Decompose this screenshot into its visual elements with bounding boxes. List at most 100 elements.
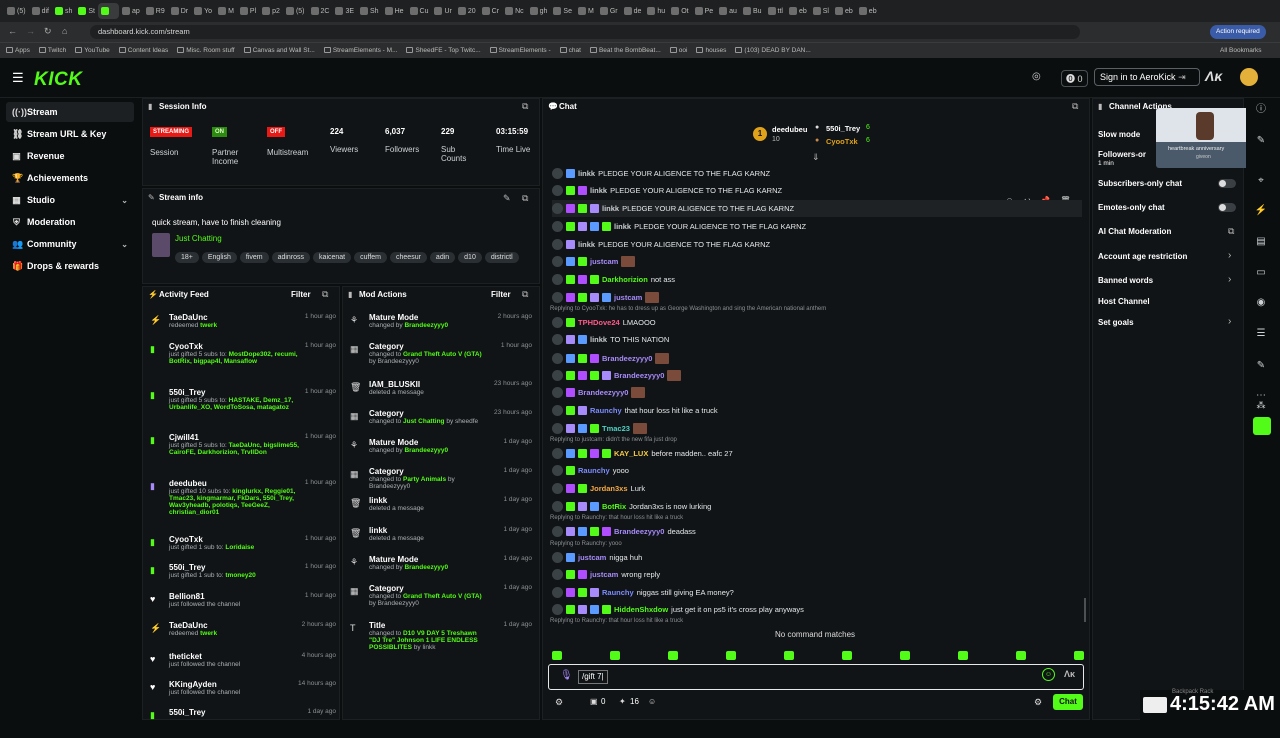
bookmark-item[interactable]: SheedFE - Top Twitc... (406, 47, 481, 54)
chevron-down-icon[interactable]: ⌄ (121, 195, 128, 205)
popout-icon[interactable]: ⧉ (522, 289, 529, 299)
url-field[interactable]: dashboard.kick.com/stream (90, 25, 1080, 39)
emote-icon[interactable] (552, 651, 562, 660)
expand-icon[interactable]: ⇓ (812, 152, 820, 162)
emote-icon[interactable] (726, 651, 736, 660)
stream-tag[interactable]: English (201, 252, 237, 263)
emote-icon[interactable] (668, 651, 678, 660)
chat-message[interactable]: Raunchy niggas still giving EA money? (552, 584, 1082, 601)
chat-username[interactable]: linkk (614, 222, 632, 231)
browser-tab[interactable] (98, 3, 119, 19)
browser-tab[interactable]: Gr (597, 3, 621, 19)
chat-message[interactable]: Brandeezyyy0 (552, 350, 1082, 367)
chat-username[interactable]: Raunchy (590, 406, 622, 415)
popout-icon[interactable]: ⧉ (322, 289, 329, 299)
browser-tab[interactable]: Pe (692, 3, 717, 19)
chat-username[interactable]: Brandeezyyy0 (614, 371, 665, 380)
chat-message[interactable]: Tmac23 (552, 420, 1082, 437)
external-link-icon[interactable]: ⧉ (1228, 226, 1235, 236)
sidebar-item-drops-rewards[interactable]: 🎁 Drops & rewards (6, 256, 134, 276)
wrench-icon[interactable]: ✎ (1256, 360, 1266, 371)
browser-tab[interactable]: He (382, 3, 407, 19)
all-bookmarks[interactable]: All Bookmarks (1220, 47, 1262, 54)
sign-in-button[interactable]: Sign in to AeroKick ⇥ (1094, 68, 1200, 86)
emote-icon[interactable] (958, 651, 968, 660)
activity-username[interactable]: Cjwill41 (169, 433, 199, 442)
chat-message[interactable]: linkk PLEDGE YOUR ALIGENCE TO THE FLAG KA… (552, 182, 1082, 199)
sidebar-item-stream[interactable]: ((·)) Stream (6, 102, 134, 122)
sidebar-item-community[interactable]: 👥 Community ⌄ (6, 234, 134, 254)
browser-tab[interactable]: sh (52, 3, 75, 19)
stream-tag[interactable]: adinross (271, 252, 311, 263)
share-icon[interactable]: ⋯ (1256, 390, 1266, 401)
chat-message[interactable]: linkk PLEDGE YOUR ALIGENCE TO THE FLAG KA… (552, 165, 1082, 182)
settings-gear-icon[interactable]: ⚙ (555, 697, 564, 707)
emote-icon[interactable] (842, 651, 852, 660)
mod-filter-button[interactable]: Filter (491, 290, 511, 299)
bookmark-item[interactable]: ooi (669, 47, 687, 54)
chat-username[interactable]: linkk (578, 169, 596, 178)
category-name[interactable]: Just Chatting (175, 234, 222, 243)
reload-icon[interactable]: ↻ (44, 26, 52, 36)
chat-message[interactable]: Brandeezyyy0 deadass (552, 523, 1082, 540)
browser-tab[interactable]: Sl (810, 3, 832, 19)
chat-username[interactable]: Raunchy (578, 466, 610, 475)
microphone-icon[interactable]: 🎙 (560, 670, 573, 681)
stream-tag[interactable]: fivem (239, 252, 269, 263)
stream-tag[interactable]: cheesur (390, 252, 427, 263)
stream-tag[interactable]: kaicenat (313, 252, 352, 263)
gifter3-name[interactable]: CyooTxk (826, 137, 858, 146)
popout-icon[interactable]: ⧉ (522, 101, 529, 111)
browser-tab[interactable]: Dr (168, 3, 191, 19)
browser-tab[interactable]: 2C (308, 3, 333, 19)
browser-tab[interactable]: 20 (455, 3, 479, 19)
chat-message[interactable]: KAY_LUX before madden.. eafc 27 (552, 445, 1082, 462)
browser-tab[interactable]: gh (527, 3, 551, 19)
browser-tab[interactable]: p2 (259, 3, 283, 19)
chat-message[interactable]: HiddenShxdow just get it on ps5 it's cros… (552, 601, 1082, 618)
browser-tab[interactable]: Cu (407, 3, 432, 19)
bolt-icon[interactable]: ⚡ (1254, 205, 1268, 216)
user-icon[interactable]: ☺ (648, 697, 657, 706)
subscribers-only-toggle[interactable] (1218, 179, 1236, 188)
aerokick-icon[interactable]: Λκ (1205, 68, 1223, 84)
bookmark-item[interactable]: Content Ideas (118, 47, 168, 54)
chat-message[interactable]: TPHDove24 LMAOOO (552, 314, 1082, 331)
stream-tag[interactable]: d10 (458, 252, 482, 263)
browser-tab[interactable]: Nc (502, 3, 527, 19)
chat-message[interactable]: Raunchy that hour loss hit like a truck (552, 402, 1082, 419)
browser-tab[interactable]: ap (119, 3, 143, 19)
stream-tag[interactable]: districtl (484, 252, 519, 263)
menu-icon[interactable]: ☰ (12, 70, 24, 85)
chat-username[interactable]: linkk (590, 186, 608, 195)
browser-tab[interactable]: eb (856, 3, 880, 19)
bookmark-item[interactable]: Misc. Room stuff (177, 47, 235, 54)
browser-tab[interactable]: Bu (740, 3, 765, 19)
action-required-button[interactable]: Action required (1210, 25, 1266, 39)
top-gifter-name[interactable]: deedubeu (772, 125, 808, 134)
activity-username[interactable]: KKingAyden (169, 680, 217, 689)
chat-settings-icon[interactable]: ⚙ (1034, 697, 1043, 707)
chat-username[interactable]: justcam (590, 257, 619, 266)
set-goals-label[interactable]: Set goals (1098, 318, 1134, 327)
stream-tag[interactable]: adin (429, 252, 456, 263)
browser-tab[interactable]: M (575, 3, 597, 19)
bookmark-item[interactable]: houses (696, 47, 726, 54)
home-icon[interactable]: ⌂ (62, 26, 68, 36)
avatar[interactable] (1240, 68, 1258, 86)
chevron-right-icon[interactable]: › (1228, 274, 1232, 285)
stream-tag[interactable]: 18+ (175, 252, 199, 263)
activity-username[interactable]: deedubeu (169, 479, 207, 488)
chat-username[interactable]: linkk (578, 240, 596, 249)
browser-tab[interactable]: eb (832, 3, 856, 19)
bookmark-item[interactable]: Apps (6, 47, 30, 54)
activity-username[interactable]: Bellion81 (169, 592, 205, 601)
chat-username[interactable]: justcam (590, 570, 619, 579)
sidebar-item-moderation[interactable]: ⛨ Moderation (6, 212, 134, 232)
browser-tab[interactable]: Sh (357, 3, 382, 19)
browser-tab[interactable]: hu (644, 3, 668, 19)
emote-icon[interactable] (1074, 651, 1084, 660)
activity-username[interactable]: 550i_Trey (169, 388, 206, 397)
emote-icon[interactable] (610, 651, 620, 660)
bookmark-item[interactable]: Twitch (38, 47, 66, 54)
